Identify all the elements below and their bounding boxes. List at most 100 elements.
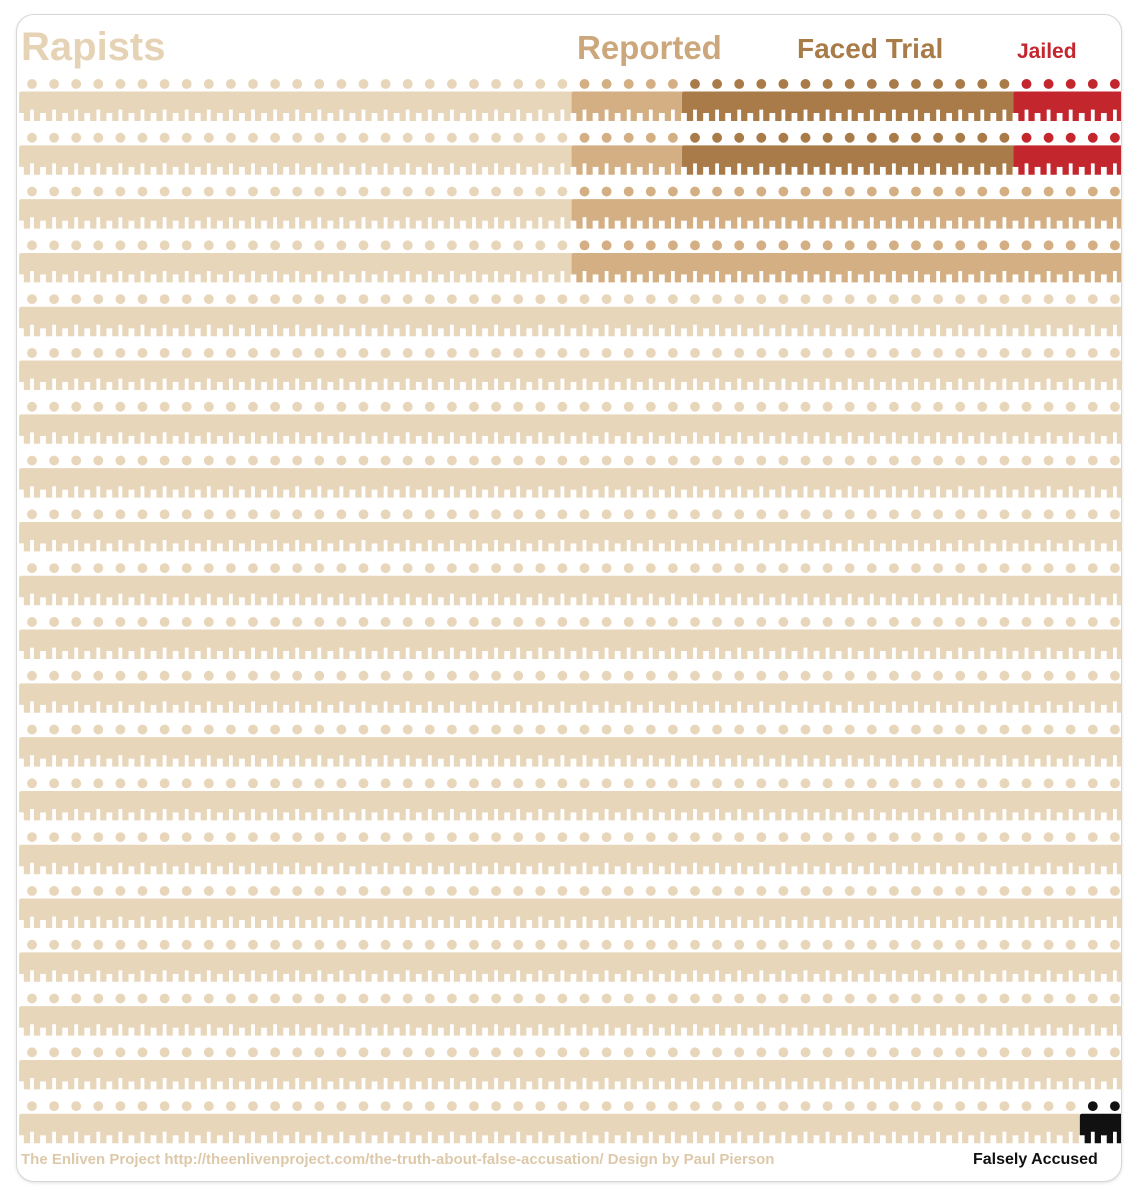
- reported-icon: [858, 186, 885, 229]
- rapist-icon: [947, 1101, 974, 1144]
- rapist-icon: [903, 294, 929, 337]
- rapist-icon: [173, 1101, 200, 1144]
- rapist-icon: [416, 724, 443, 767]
- rapist-icon: [659, 1101, 686, 1144]
- rapist-icon: [991, 563, 1018, 606]
- rapist-icon: [748, 724, 775, 767]
- reported-icon: [903, 186, 929, 229]
- rapist-icon: [19, 670, 45, 713]
- rapist-icon: [240, 886, 266, 928]
- rapist-icon: [85, 186, 112, 229]
- rapist-icon: [726, 670, 753, 713]
- rapist-icon: [438, 132, 465, 175]
- rapist-icon: [284, 79, 311, 121]
- rapist-icon: [527, 832, 554, 875]
- rapist-icon: [637, 563, 664, 606]
- rapist-icon: [438, 617, 465, 659]
- rapist-icon: [85, 832, 112, 875]
- rapist-icon: [527, 1101, 554, 1144]
- rapist-icon: [903, 939, 929, 982]
- rapist-icon: [1057, 886, 1084, 928]
- rapist-icon: [394, 186, 421, 229]
- rapist-icon: [19, 1047, 45, 1090]
- rapist-icon: [903, 724, 929, 767]
- rapist-icon: [527, 509, 554, 552]
- rapist-icon: [19, 886, 45, 928]
- rapist-icon: [195, 939, 222, 982]
- rapist-icon: [659, 294, 686, 337]
- rapist-icon: [394, 1047, 421, 1090]
- rapist-icon: [770, 509, 797, 552]
- faced-trial-icon: [991, 132, 1018, 175]
- rapist-icon: [328, 186, 355, 229]
- rapist-icon: [284, 348, 311, 390]
- rapist-icon: [350, 1047, 377, 1090]
- rapist-icon: [1057, 724, 1084, 767]
- jailed-icon: [1013, 132, 1040, 175]
- rapist-icon: [704, 509, 731, 552]
- rapist-icon: [41, 79, 68, 121]
- rapist-icon: [262, 778, 289, 821]
- rapist-icon: [792, 563, 819, 606]
- rapist-icon: [682, 993, 708, 1036]
- reported-icon: [1079, 240, 1106, 283]
- rapist-icon: [461, 832, 487, 875]
- rapist-icon: [483, 617, 510, 659]
- reported-icon: [748, 186, 775, 229]
- rapist-icon: [372, 186, 399, 229]
- rapist-icon: [1013, 724, 1040, 767]
- rapist-icon: [483, 1047, 510, 1090]
- rapist-icon: [461, 401, 487, 444]
- rapist-icon: [637, 348, 664, 390]
- rapist-icon: [880, 778, 907, 821]
- rapist-icon: [527, 724, 554, 767]
- rapist-icon: [505, 778, 532, 821]
- rapist-icon: [549, 993, 576, 1036]
- rapist-icon: [483, 724, 510, 767]
- rapist-icon: [394, 670, 421, 713]
- rapist-icon: [173, 455, 200, 498]
- rapist-icon: [151, 939, 178, 982]
- rapist-icon: [593, 294, 620, 337]
- rapist-icon: [85, 240, 112, 283]
- rapist-icon: [593, 993, 620, 1036]
- rapist-icon: [107, 724, 134, 767]
- jailed-icon: [1035, 132, 1062, 175]
- rapist-icon: [173, 348, 200, 390]
- rapist-icon: [151, 670, 178, 713]
- rapist-icon: [306, 509, 333, 552]
- rapist-icon: [262, 563, 289, 606]
- rapist-icon: [416, 401, 443, 444]
- rapist-icon: [1013, 886, 1040, 928]
- rapist-icon: [1079, 886, 1106, 928]
- rapist-icon: [350, 186, 377, 229]
- rapist-icon: [505, 724, 532, 767]
- rapist-icon: [63, 294, 90, 337]
- rapist-icon: [41, 294, 68, 337]
- rapist-icon: [416, 132, 443, 175]
- rapist-icon: [880, 294, 907, 337]
- rapist-icon: [19, 832, 45, 875]
- rapist-icon: [284, 617, 311, 659]
- rapist-icon: [306, 886, 333, 928]
- rapist-icon: [1035, 348, 1062, 390]
- reported-icon: [615, 132, 642, 175]
- rapist-icon: [858, 509, 885, 552]
- rapist-icon: [792, 455, 819, 498]
- rapist-icon: [306, 993, 333, 1036]
- rapist-icon: [637, 886, 664, 928]
- rapist-icon: [726, 617, 753, 659]
- rapist-icon: [704, 348, 731, 390]
- rapist-icon: [659, 832, 686, 875]
- jailed-icon: [1101, 132, 1121, 175]
- rapist-icon: [107, 401, 134, 444]
- rapist-icon: [262, 617, 289, 659]
- rapist-icon: [615, 886, 642, 928]
- rapist-icon: [593, 617, 620, 659]
- rapist-icon: [394, 778, 421, 821]
- rapist-icon: [925, 778, 952, 821]
- rapist-icon: [836, 617, 863, 659]
- rapist-icon: [350, 778, 377, 821]
- rapist-icon: [350, 348, 377, 390]
- rapist-icon: [637, 832, 664, 875]
